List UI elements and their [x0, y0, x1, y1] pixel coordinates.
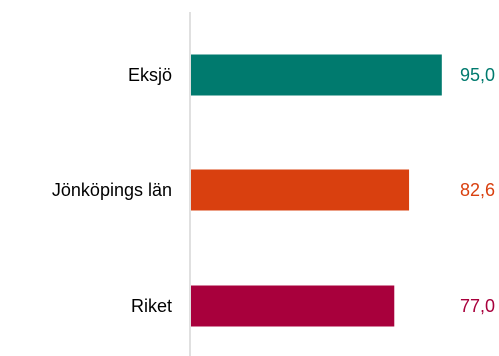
category-label: Eksjö	[128, 65, 172, 85]
category-label: Riket	[131, 296, 172, 316]
bar	[191, 54, 442, 96]
category-label: Jönköpings län	[52, 180, 172, 200]
bar	[191, 285, 395, 327]
bar	[191, 169, 410, 211]
value-label: 82,6	[460, 180, 495, 200]
value-label: 77,0	[460, 296, 495, 316]
value-label: 95,0	[460, 65, 495, 85]
